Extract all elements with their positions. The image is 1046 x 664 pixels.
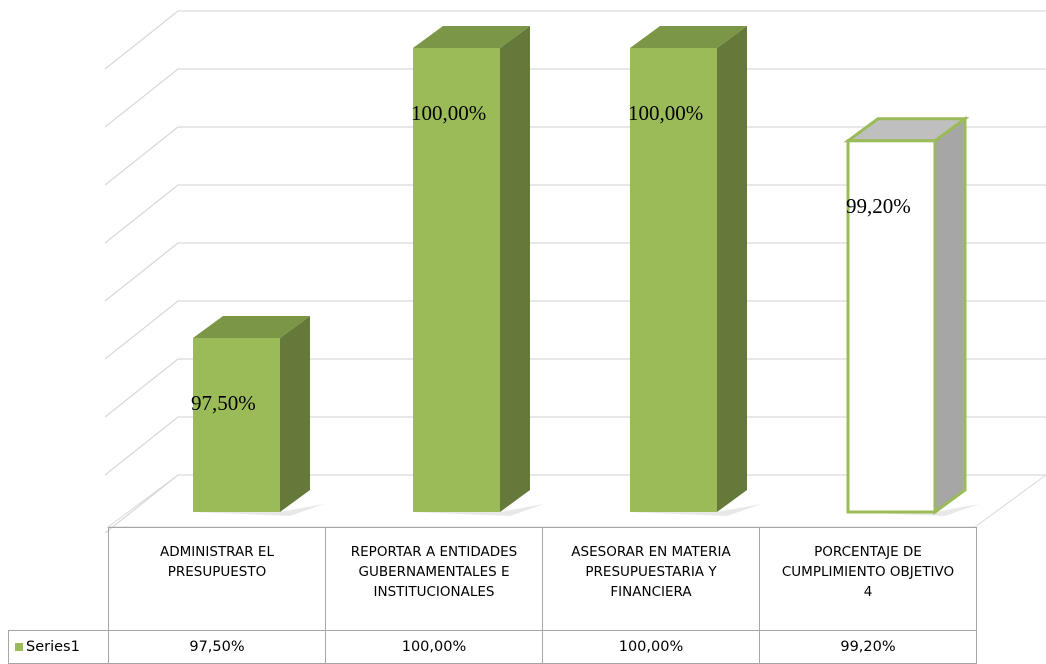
data-label: 100,00% [411,101,486,125]
bar-top [193,316,310,338]
bar-shadow [193,504,324,516]
grid-line [104,242,1046,302]
bar [846,139,937,514]
table-value: 100,00% [325,630,543,664]
table-value: 97,50% [108,630,326,664]
grid-line [104,184,1046,244]
bar-side [933,115,967,515]
bar-side [500,26,530,512]
grid-line [104,358,1046,418]
legend-label: Series1 [26,639,80,655]
bar-side [280,316,310,512]
legend-cell: Series1 [8,630,109,664]
bar [193,338,280,512]
data-label: 99,20% [846,194,911,218]
grid-line [104,300,1046,360]
bar-side [717,26,747,512]
grid-line [104,68,1046,128]
category-header: ADMINISTRAR EL PRESUPUESTO [108,527,326,631]
table-value: 100,00% [542,630,760,664]
grid-line [104,474,1046,534]
bar-shadow [630,504,761,516]
bar-top [413,26,530,48]
grid-line [104,126,1046,186]
category-header: REPORTAR A ENTIDADES GUBERNAMENTALES E I… [325,527,543,631]
grid-line [104,10,1046,70]
legend-key [15,643,23,651]
bar-shadow [413,504,544,516]
grid-line [104,416,1046,476]
bar [413,48,500,512]
bar [630,48,717,512]
bar-top [630,26,747,48]
table-value: 99,20% [759,630,977,664]
category-header: PORCENTAJE DE CUMPLIMIENTO OBJETIVO 4 [759,527,977,631]
data-label: 100,00% [628,101,703,125]
category-header: ASESORAR EN MATERIA PRESUPUESTARIA Y FIN… [542,527,760,631]
data-label: 97,50% [191,391,256,415]
